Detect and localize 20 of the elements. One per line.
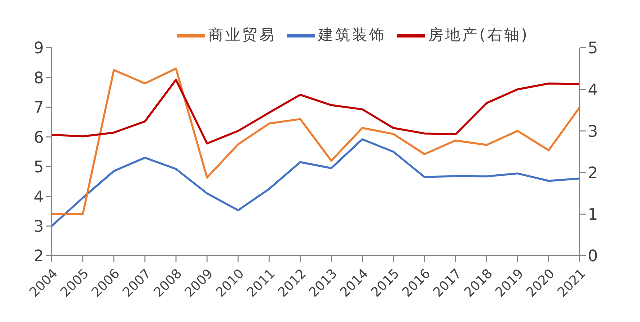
y2-tick-label: 2 — [588, 163, 598, 182]
y-tick-label: 7 — [34, 98, 44, 118]
line-series — [51, 68, 581, 216]
y-tick-label: 4 — [34, 187, 44, 206]
legend-label: 房地产(右轴) — [428, 26, 530, 44]
y2-tick-label: 0 — [588, 246, 598, 266]
y2-tick-label: 4 — [588, 80, 598, 100]
legend-label: 建筑装饰 — [318, 26, 387, 44]
y2-tick-label: 5 — [588, 38, 598, 58]
y-tick-label: 8 — [34, 68, 44, 88]
line-series — [51, 79, 581, 145]
y2-tick-label: 1 — [588, 205, 598, 224]
legend-label: 商业贸易 — [208, 26, 277, 44]
y-tick-label: 5 — [34, 158, 44, 177]
y-tick-label: 6 — [34, 128, 44, 147]
y-tick-label: 2 — [34, 246, 44, 266]
y-tick-label: 9 — [34, 38, 44, 58]
y-tick-label: 3 — [34, 216, 44, 236]
line-series — [51, 138, 581, 228]
y2-tick-label: 3 — [588, 122, 598, 141]
